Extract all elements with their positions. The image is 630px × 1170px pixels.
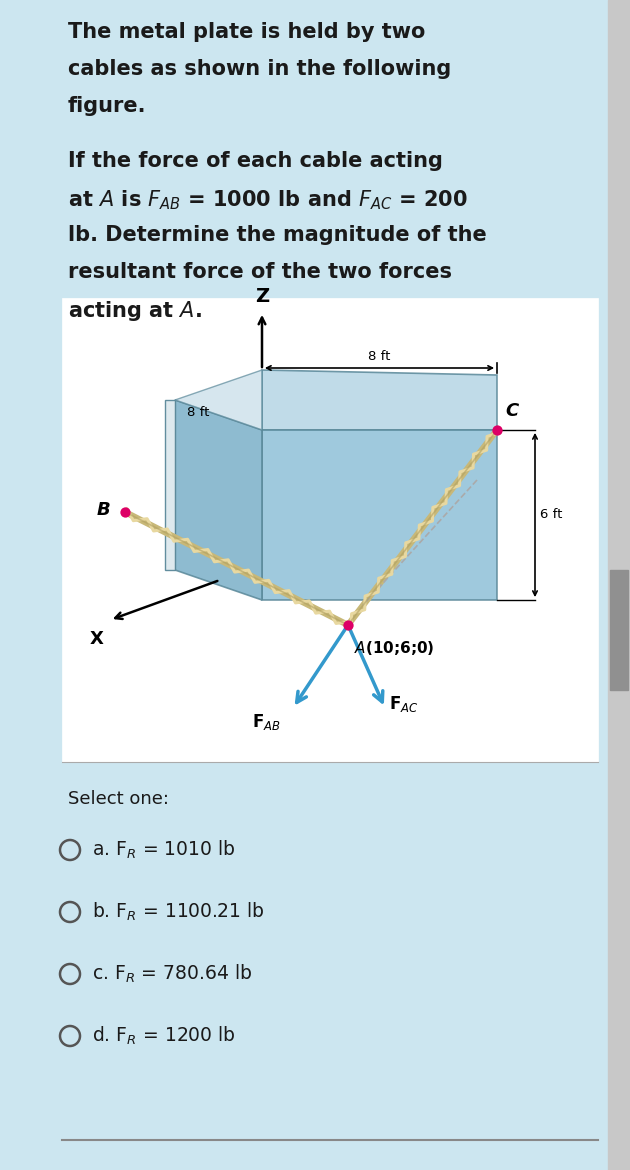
Polygon shape	[175, 400, 262, 600]
Bar	[608, 0, 630, 1170]
Text: 6 ft: 6 ft	[540, 509, 563, 522]
Polygon shape	[165, 400, 175, 570]
Text: Z: Z	[255, 287, 269, 307]
Text: B: B	[96, 501, 110, 519]
Text: Select one:: Select one:	[68, 790, 169, 808]
Text: figure.: figure.	[68, 96, 147, 116]
Polygon shape	[262, 431, 497, 600]
Text: at $A$ is $F_{AB}$ = 1000 lb and $F_{AC}$ = 200: at $A$ is $F_{AB}$ = 1000 lb and $F_{AC}…	[68, 188, 467, 212]
Text: C: C	[505, 402, 518, 420]
Text: lb. Determine the magnitude of the: lb. Determine the magnitude of the	[68, 225, 487, 245]
Text: acting at $A$.: acting at $A$.	[68, 300, 202, 323]
Bar	[62, 298, 598, 762]
Text: X: X	[90, 629, 104, 648]
Point	[120, 503, 130, 522]
Text: 8 ft: 8 ft	[369, 350, 391, 363]
Text: If the force of each cable acting: If the force of each cable acting	[68, 151, 443, 171]
Point	[343, 615, 353, 634]
Point	[492, 421, 502, 440]
Text: $\mathbf{F}_{AC}$: $\mathbf{F}_{AC}$	[389, 694, 418, 714]
Polygon shape	[262, 370, 497, 431]
Text: c. F$_R$ = 780.64 lb: c. F$_R$ = 780.64 lb	[92, 963, 252, 985]
Text: The metal plate is held by two: The metal plate is held by two	[68, 22, 425, 42]
Text: b. F$_R$ = 1100.21 lb: b. F$_R$ = 1100.21 lb	[92, 901, 265, 923]
Text: $\mathbf{F}_{AB}$: $\mathbf{F}_{AB}$	[252, 713, 281, 732]
Text: cables as shown in the following: cables as shown in the following	[68, 58, 451, 80]
Text: a. F$_R$ = 1010 lb: a. F$_R$ = 1010 lb	[92, 839, 236, 861]
Polygon shape	[175, 370, 262, 431]
Text: d. F$_R$ = 1200 lb: d. F$_R$ = 1200 lb	[92, 1025, 236, 1047]
Text: 8 ft: 8 ft	[187, 406, 209, 420]
Text: $A$(10;6;0): $A$(10;6;0)	[354, 639, 435, 658]
Bar	[610, 570, 628, 690]
Text: resultant force of the two forces: resultant force of the two forces	[68, 262, 452, 282]
